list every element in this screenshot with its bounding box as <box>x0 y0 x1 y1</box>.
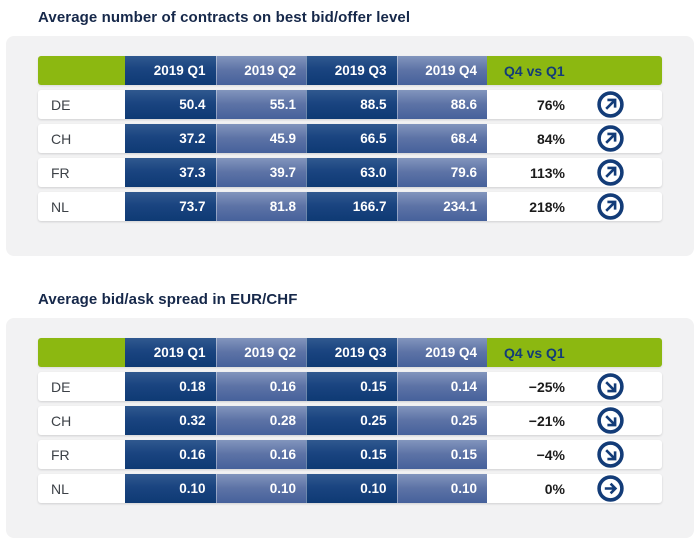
table-row-de: DE 50.4 55.1 88.5 88.6 76% <box>38 90 662 119</box>
row-label: DE <box>51 96 71 113</box>
header-col-q1: 2019 Q1 <box>125 56 216 85</box>
value-cell: 0.14 <box>396 372 487 401</box>
table-row-ch: CH 37.2 45.9 66.5 68.4 84% <box>38 124 662 153</box>
trend-up-right-icon <box>597 193 624 220</box>
row-label: DE <box>51 378 71 395</box>
header-empty-cell <box>38 338 125 367</box>
value-cell: 45.9 <box>215 124 306 153</box>
value-cell: 0.15 <box>396 440 487 469</box>
change-value: 218% <box>529 198 565 215</box>
value-cell: 0.25 <box>396 406 487 435</box>
value-cell: 0.10 <box>306 474 397 503</box>
trend-right-icon <box>597 475 624 502</box>
value-cell: 73.7 <box>125 192 216 221</box>
row-label: FR <box>51 446 70 463</box>
table-row-fr: FR 0.16 0.16 0.15 0.15 −4% <box>38 440 662 469</box>
header-empty-cell <box>38 56 125 85</box>
value-cell: 0.15 <box>306 372 397 401</box>
value-cell: 0.10 <box>396 474 487 503</box>
header-col-q2: 2019 Q2 <box>215 56 306 85</box>
trend-down-right-icon <box>597 441 624 468</box>
value-cell: 0.18 <box>125 372 216 401</box>
trend-up-right-icon <box>597 125 624 152</box>
trend-down-right-icon <box>597 373 624 400</box>
trend-up-right-icon <box>597 159 624 186</box>
change-value: 113% <box>529 164 565 181</box>
row-label: NL <box>51 480 69 497</box>
contracts-table-title: Average number of contracts on best bid/… <box>38 9 411 26</box>
change-value: 0% <box>544 480 565 497</box>
value-cell: 88.5 <box>306 90 397 119</box>
value-cell: 0.16 <box>215 372 306 401</box>
change-value: −21% <box>528 412 565 429</box>
header-col-q3: 2019 Q3 <box>306 56 397 85</box>
change-value: 84% <box>536 130 565 147</box>
value-cell: 0.16 <box>215 440 306 469</box>
value-cell: 0.28 <box>215 406 306 435</box>
contracts-section: Average number of contracts on best bid/… <box>0 0 700 256</box>
spread-table-title: Average bid/ask spread in EUR/CHF <box>38 291 298 308</box>
row-label: CH <box>51 412 72 429</box>
value-cell: 81.8 <box>215 192 306 221</box>
header-change-label: Q4 vs Q1 <box>504 62 565 79</box>
value-cell: 50.4 <box>125 90 216 119</box>
header-col-q1: 2019 Q1 <box>125 338 216 367</box>
value-cell: 0.15 <box>306 440 397 469</box>
value-cell: 234.1 <box>396 192 487 221</box>
row-label: FR <box>51 164 70 181</box>
table-row-nl: NL 73.7 81.8 166.7 234.1 218% <box>38 192 662 221</box>
contracts-panel: 2019 Q1 2019 Q2 2019 Q3 2019 Q4 Q4 vs Q1… <box>6 36 694 256</box>
table-row-de: DE 0.18 0.16 0.15 0.14 −25% <box>38 372 662 401</box>
change-value: −25% <box>528 378 565 395</box>
change-value: −4% <box>536 446 565 463</box>
trend-up-right-icon <box>597 91 624 118</box>
contracts-header-row: 2019 Q1 2019 Q2 2019 Q3 2019 Q4 Q4 vs Q1 <box>38 56 662 85</box>
header-change-label: Q4 vs Q1 <box>504 344 565 361</box>
header-col-q2: 2019 Q2 <box>215 338 306 367</box>
value-cell: 88.6 <box>396 90 487 119</box>
header-col-q4: 2019 Q4 <box>396 338 487 367</box>
change-value: 76% <box>536 96 565 113</box>
row-label: CH <box>51 130 72 147</box>
value-cell: 37.3 <box>125 158 216 187</box>
spread-panel: 2019 Q1 2019 Q2 2019 Q3 2019 Q4 Q4 vs Q1… <box>6 318 694 538</box>
value-cell: 0.10 <box>125 474 216 503</box>
trend-down-right-icon <box>597 407 624 434</box>
value-cell: 66.5 <box>306 124 397 153</box>
header-col-q4: 2019 Q4 <box>396 56 487 85</box>
spread-header-row: 2019 Q1 2019 Q2 2019 Q3 2019 Q4 Q4 vs Q1 <box>38 338 662 367</box>
value-cell: 166.7 <box>306 192 397 221</box>
value-cell: 0.32 <box>125 406 216 435</box>
row-label: NL <box>51 198 69 215</box>
header-col-q3: 2019 Q3 <box>306 338 397 367</box>
value-cell: 55.1 <box>215 90 306 119</box>
table-row-ch: CH 0.32 0.28 0.25 0.25 −21% <box>38 406 662 435</box>
value-cell: 0.25 <box>306 406 397 435</box>
spread-section: Average bid/ask spread in EUR/CHF 2019 Q… <box>0 291 700 538</box>
table-row-nl: NL 0.10 0.10 0.10 0.10 0% <box>38 474 662 503</box>
value-cell: 79.6 <box>396 158 487 187</box>
value-cell: 0.16 <box>125 440 216 469</box>
value-cell: 0.10 <box>215 474 306 503</box>
value-cell: 63.0 <box>306 158 397 187</box>
value-cell: 37.2 <box>125 124 216 153</box>
value-cell: 39.7 <box>215 158 306 187</box>
table-row-fr: FR 37.3 39.7 63.0 79.6 113% <box>38 158 662 187</box>
value-cell: 68.4 <box>396 124 487 153</box>
